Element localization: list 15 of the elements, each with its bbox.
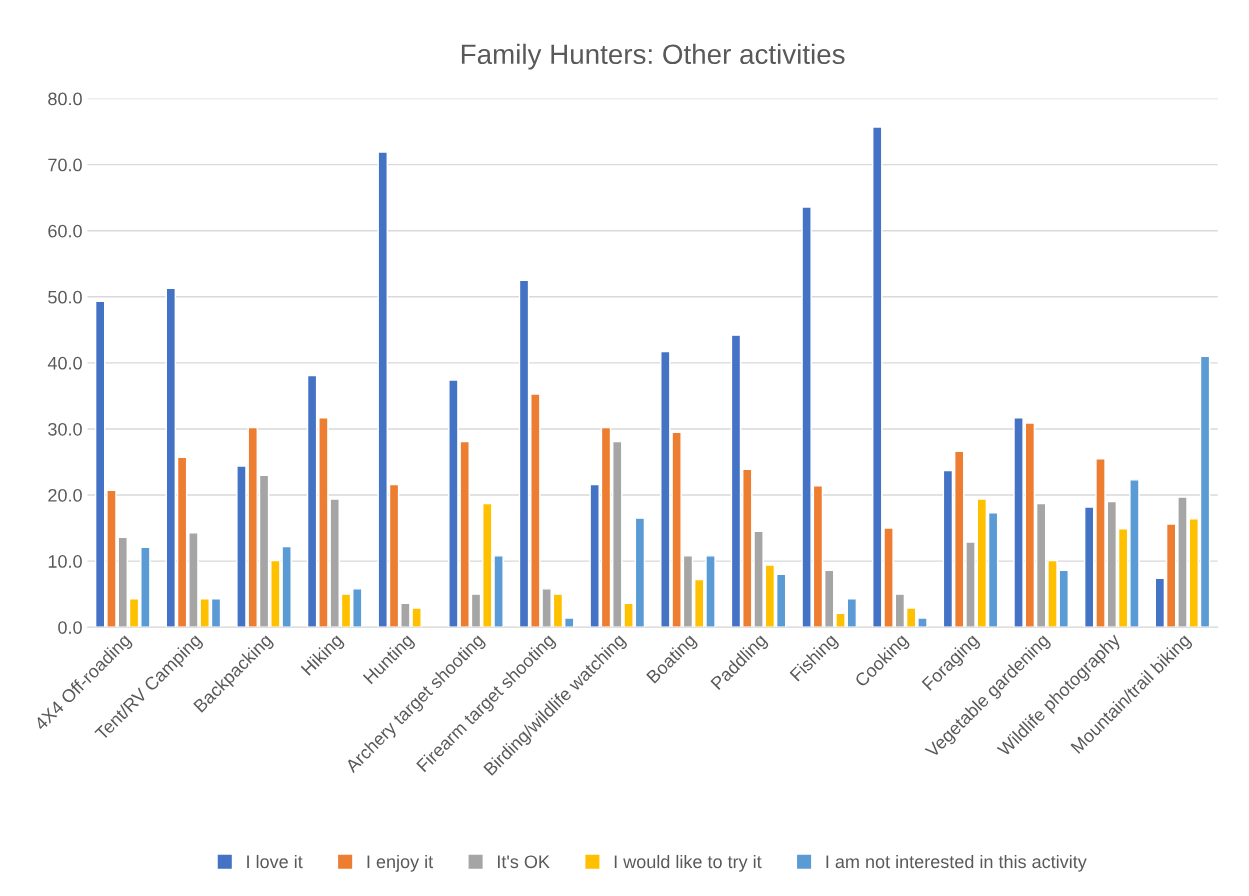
legend-label: It's OK [498,855,550,869]
y-tick-label: 60.0 [48,224,82,238]
legend-label: I enjoy it [367,854,434,872]
legend-label: I am not interested in this activity [826,854,1087,872]
y-tick-label: 20.0 [48,488,82,502]
y-tick-label: 0.0 [58,621,82,634]
y-tick-label: 10.0 [48,555,82,568]
y-tick-label: 30.0 [48,422,82,436]
y-tick-label: 70.0 [48,158,82,172]
y-tick-label: 50.0 [48,290,82,304]
y-tick-label: 40.0 [47,356,82,370]
y-tick-label: 80.0 [48,92,82,106]
legend-label: I would like to try it [614,854,762,872]
chart-title: Family Hunters: Other activities [461,43,845,70]
legend-label: I love it [247,854,303,869]
